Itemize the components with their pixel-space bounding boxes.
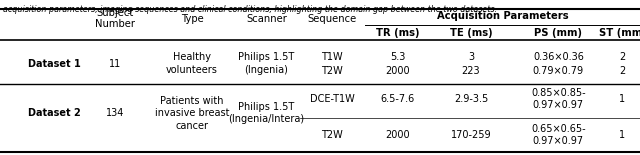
Text: Philips 1.5T
(Ingenia): Philips 1.5T (Ingenia) bbox=[239, 52, 294, 75]
Text: 0.65×0.65-
0.97×0.97: 0.65×0.65- 0.97×0.97 bbox=[531, 124, 586, 146]
Text: 134: 134 bbox=[106, 108, 124, 118]
Text: TE (ms): TE (ms) bbox=[450, 28, 492, 38]
Text: T1W: T1W bbox=[321, 52, 343, 62]
Text: DCE-T1W: DCE-T1W bbox=[310, 94, 355, 104]
Text: Type: Type bbox=[180, 14, 204, 24]
Text: Healthy
volunteers: Healthy volunteers bbox=[166, 52, 218, 75]
Text: 2000: 2000 bbox=[385, 66, 410, 76]
Text: 1: 1 bbox=[620, 130, 625, 140]
Text: 170-259: 170-259 bbox=[451, 130, 492, 140]
Text: acquisition parameters, imaging sequences and clinical conditions, highlighting : acquisition parameters, imaging sequence… bbox=[3, 5, 497, 14]
Text: Scanner: Scanner bbox=[246, 14, 287, 24]
Text: 2: 2 bbox=[620, 52, 625, 62]
Text: T2W: T2W bbox=[321, 66, 343, 76]
Text: Patients with
invasive breast
cancer: Patients with invasive breast cancer bbox=[155, 96, 229, 131]
Text: ST (mm): ST (mm) bbox=[598, 28, 640, 38]
Text: 0.36×0.36: 0.36×0.36 bbox=[533, 52, 584, 62]
Text: 3: 3 bbox=[468, 52, 474, 62]
Text: 2: 2 bbox=[620, 66, 625, 76]
Text: Dataset 1: Dataset 1 bbox=[28, 59, 81, 69]
Text: Subject
Number: Subject Number bbox=[95, 8, 135, 29]
Text: Philips 1.5T
(Ingenia/Intera): Philips 1.5T (Ingenia/Intera) bbox=[228, 102, 305, 124]
Text: 223: 223 bbox=[461, 66, 481, 76]
Text: 2000: 2000 bbox=[385, 130, 410, 140]
Text: T2W: T2W bbox=[321, 130, 343, 140]
Text: 1: 1 bbox=[620, 94, 625, 104]
Text: 5.3: 5.3 bbox=[390, 52, 405, 62]
Text: 0.85×0.85-
0.97×0.97: 0.85×0.85- 0.97×0.97 bbox=[531, 88, 586, 110]
Text: PS (mm): PS (mm) bbox=[534, 28, 582, 38]
Text: Sequence: Sequence bbox=[308, 14, 356, 24]
Text: TR (ms): TR (ms) bbox=[376, 28, 419, 38]
Text: 6.5-7.6: 6.5-7.6 bbox=[380, 94, 415, 104]
Text: 2.9-3.5: 2.9-3.5 bbox=[454, 94, 488, 104]
Text: Acquisition Parameters: Acquisition Parameters bbox=[436, 11, 568, 21]
Text: Dataset 2: Dataset 2 bbox=[28, 108, 81, 118]
Text: 0.79×0.79: 0.79×0.79 bbox=[533, 66, 584, 76]
Text: 11: 11 bbox=[109, 59, 122, 69]
